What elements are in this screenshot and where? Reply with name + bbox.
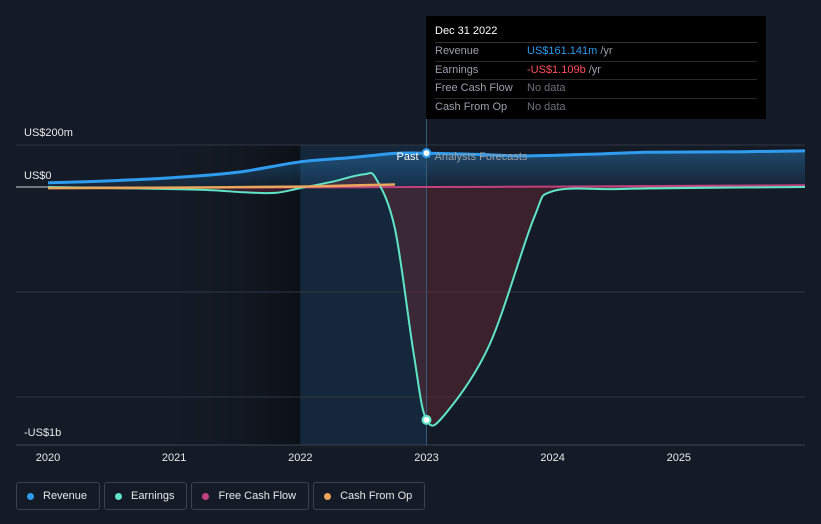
legend-label: Revenue <box>43 490 88 502</box>
tooltip-row-revenue: Revenue US$161.141m /yr <box>435 43 757 62</box>
tooltip-row-earnings: Earnings -US$1.109b /yr <box>435 62 757 80</box>
legend-item-earnings[interactable]: Earnings <box>104 482 188 510</box>
legend: Revenue Earnings Free Cash Flow Cash Fro… <box>16 482 426 510</box>
legend-item-cash-from-op[interactable]: Cash From Op <box>313 482 426 510</box>
legend-dot-icon <box>324 492 332 500</box>
x-tick-label: 2023 <box>414 452 438 464</box>
cash-from-op-line <box>47 183 396 190</box>
tooltip-label: Cash From Op <box>435 100 508 113</box>
legend-item-revenue[interactable]: Revenue <box>16 482 101 510</box>
tooltip-value: -US$1.109b <box>527 63 586 76</box>
x-tick-label: 2021 <box>162 452 186 464</box>
tooltip-value: No data <box>527 100 566 113</box>
tooltip-row-free-cash-flow: Free Cash Flow No data <box>435 80 757 99</box>
past-label: Past <box>396 151 418 163</box>
revenue-marker <box>421 148 432 159</box>
y-tick-label: US$200m <box>24 127 73 139</box>
legend-dot-icon <box>202 492 210 500</box>
y-tick-label: -US$1b <box>24 427 61 439</box>
tooltip-label: Free Cash Flow <box>435 82 513 94</box>
legend-dot-icon <box>27 492 34 500</box>
x-tick-label: 2025 <box>667 452 691 464</box>
forecast-label: Analysts Forecasts <box>435 151 528 163</box>
earnings-line <box>47 171 806 427</box>
legend-dot-icon <box>115 492 123 500</box>
tooltip-value: US$161.141m <box>527 45 598 57</box>
tooltip-label: Revenue <box>435 45 480 57</box>
tooltip-row-cash-from-op: Cash From Op No data <box>435 99 757 117</box>
revenue-line <box>47 149 806 185</box>
past-shade-left <box>150 145 301 445</box>
x-tick-label: 2022 <box>288 452 312 464</box>
tooltip: Dec 31 2022 Revenue US$161.141m /yr Earn… <box>426 16 766 119</box>
tooltip-value: No data <box>527 82 566 94</box>
tooltip-unit: /yr <box>600 45 613 57</box>
y-tick-label: US$0 <box>24 170 52 182</box>
legend-label: Earnings <box>131 490 175 502</box>
legend-item-free-cash-flow[interactable]: Free Cash Flow <box>191 482 310 510</box>
tooltip-date: Dec 31 2022 <box>435 24 757 43</box>
x-tick-label: 2020 <box>36 452 60 464</box>
tooltip-unit: /yr <box>588 63 601 76</box>
tooltip-label: Earnings <box>435 63 479 76</box>
legend-label: Cash From Op <box>340 490 413 502</box>
earnings-marker <box>421 414 432 425</box>
legend-label: Free Cash Flow <box>218 490 297 502</box>
x-tick-label: 2024 <box>540 452 564 464</box>
